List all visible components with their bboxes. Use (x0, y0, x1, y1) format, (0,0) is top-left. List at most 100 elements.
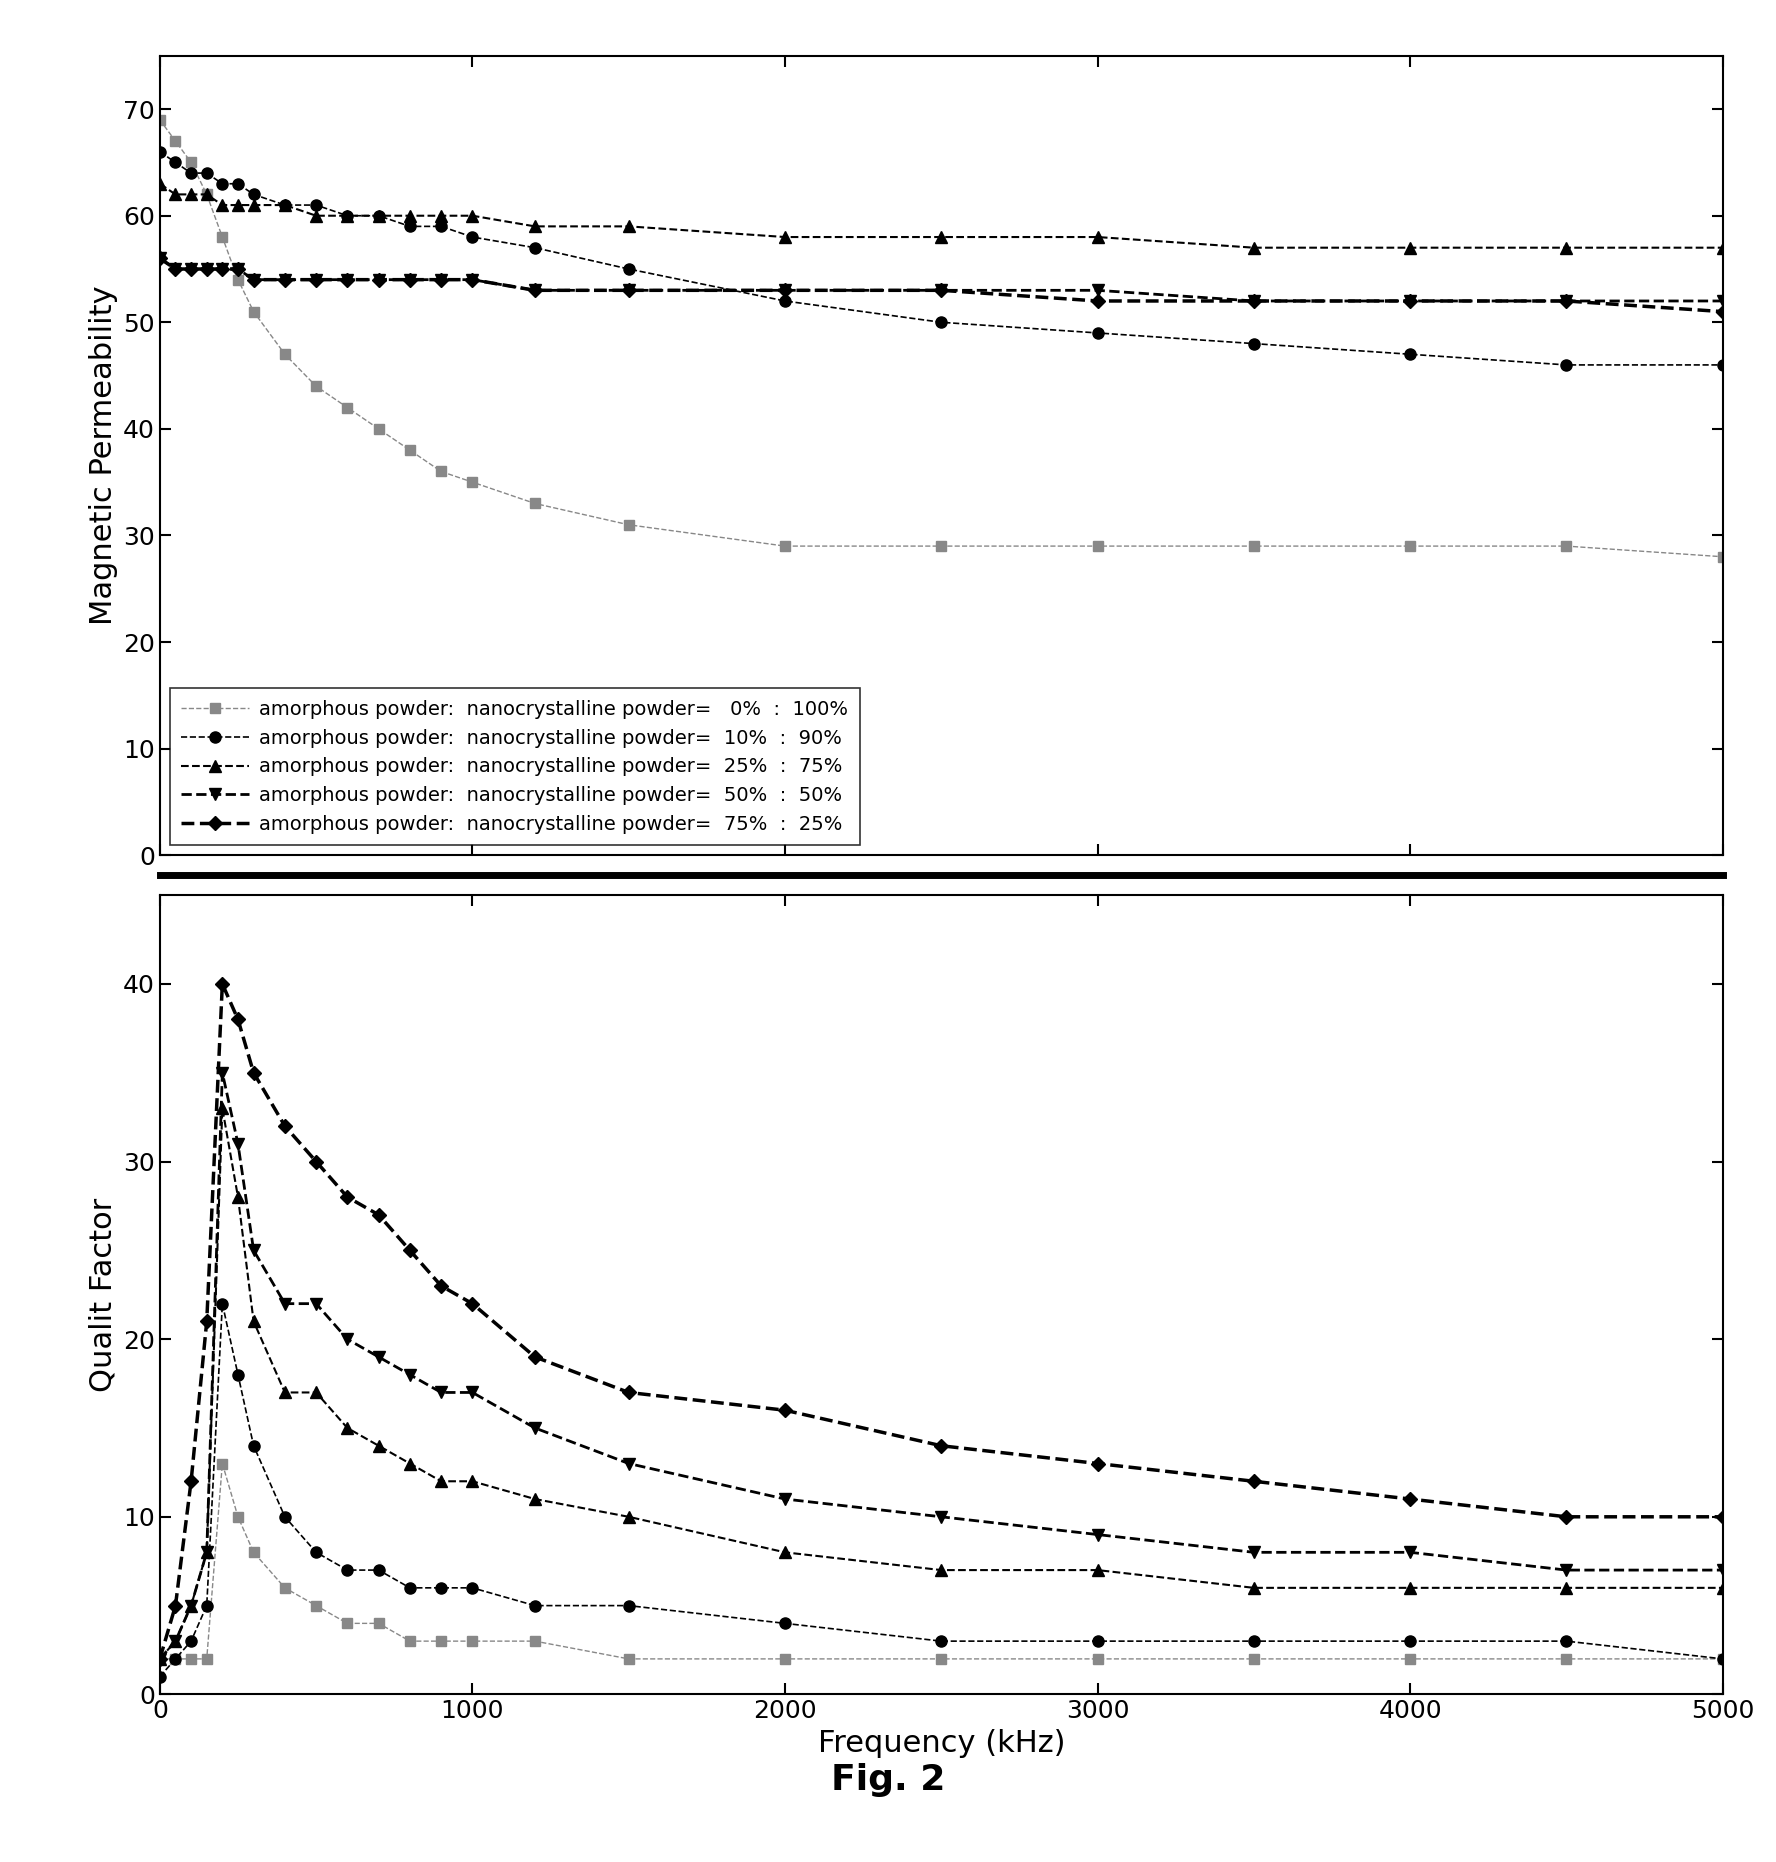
amorphous powder:  nanocrystalline powder=  25%  :  75%: (150, 62): nanocrystalline powder= 25% : 75%: (150,… (195, 182, 217, 205)
amorphous powder:  nanocrystalline powder=  50%  :  50%: (300, 54): nanocrystalline powder= 50% : 50%: (300,… (243, 268, 265, 290)
amorphous powder:  nanocrystalline powder=  75%  :  25%: (0, 56): nanocrystalline powder= 75% : 25%: (0, 5… (149, 248, 170, 270)
amorphous powder:  nanocrystalline powder=  10%  :  90%: (700, 60): nanocrystalline powder= 10% : 90%: (700,… (368, 205, 389, 227)
amorphous powder:  nanocrystalline powder=  75%  :  25%: (800, 54): nanocrystalline powder= 75% : 25%: (800,… (400, 268, 421, 290)
amorphous powder:  nanocrystalline powder=  10%  :  90%: (150, 64): nanocrystalline powder= 10% : 90%: (150,… (195, 162, 217, 184)
amorphous powder:  nanocrystalline powder=  25%  :  75%: (50, 62): nanocrystalline powder= 25% : 75%: (50, … (165, 182, 186, 205)
amorphous powder:  nanocrystalline powder=   0%  :  100%: (1.5e+03, 31): nanocrystalline powder= 0% : 100%: (1.5e… (618, 514, 639, 536)
amorphous powder:  nanocrystalline powder=  10%  :  90%: (250, 63): nanocrystalline powder= 10% : 90%: (250,… (227, 173, 249, 196)
amorphous powder:  nanocrystalline powder=   0%  :  100%: (4e+03, 29): nanocrystalline powder= 0% : 100%: (4e+0… (1399, 534, 1421, 557)
amorphous powder:  nanocrystalline powder=  10%  :  90%: (500, 61): nanocrystalline powder= 10% : 90%: (500,… (305, 194, 327, 216)
amorphous powder:  nanocrystalline powder=  25%  :  75%: (500, 60): nanocrystalline powder= 25% : 75%: (500,… (305, 205, 327, 227)
amorphous powder:  nanocrystalline powder=  25%  :  75%: (1.2e+03, 59): nanocrystalline powder= 25% : 75%: (1.2e… (524, 216, 545, 238)
amorphous powder:  nanocrystalline powder=  50%  :  50%: (200, 55): nanocrystalline powder= 50% : 50%: (200,… (211, 257, 233, 279)
amorphous powder:  nanocrystalline powder=  10%  :  90%: (4e+03, 47): nanocrystalline powder= 10% : 90%: (4e+0… (1399, 343, 1421, 365)
amorphous powder:  nanocrystalline powder=   0%  :  100%: (400, 47): nanocrystalline powder= 0% : 100%: (400,… (274, 343, 295, 365)
Line: amorphous powder:  nanocrystalline powder=  25%  :  75%: amorphous powder: nanocrystalline powder… (155, 179, 1728, 253)
amorphous powder:  nanocrystalline powder=  75%  :  25%: (2e+03, 53): nanocrystalline powder= 75% : 25%: (2e+0… (774, 279, 796, 302)
Y-axis label: Qualit Factor: Qualit Factor (89, 1197, 117, 1393)
amorphous powder:  nanocrystalline powder=  50%  :  50%: (100, 55): nanocrystalline powder= 50% : 50%: (100,… (181, 257, 202, 279)
amorphous powder:  nanocrystalline powder=   0%  :  100%: (250, 54): nanocrystalline powder= 0% : 100%: (250,… (227, 268, 249, 290)
amorphous powder:  nanocrystalline powder=  25%  :  75%: (2.5e+03, 58): nanocrystalline powder= 25% : 75%: (2.5e… (931, 225, 952, 248)
amorphous powder:  nanocrystalline powder=   0%  :  100%: (4.5e+03, 29): nanocrystalline powder= 0% : 100%: (4.5e… (1556, 534, 1577, 557)
amorphous powder:  nanocrystalline powder=  10%  :  90%: (4.5e+03, 46): nanocrystalline powder= 10% : 90%: (4.5e… (1556, 354, 1577, 376)
amorphous powder:  nanocrystalline powder=  10%  :  90%: (2.5e+03, 50): nanocrystalline powder= 10% : 90%: (2.5e… (931, 311, 952, 333)
amorphous powder:  nanocrystalline powder=  75%  :  25%: (3e+03, 52): nanocrystalline powder= 75% : 25%: (3e+0… (1087, 290, 1108, 313)
amorphous powder:  nanocrystalline powder=  10%  :  90%: (800, 59): nanocrystalline powder= 10% : 90%: (800,… (400, 216, 421, 238)
amorphous powder:  nanocrystalline powder=   0%  :  100%: (900, 36): nanocrystalline powder= 0% : 100%: (900,… (430, 460, 451, 482)
amorphous powder:  nanocrystalline powder=  50%  :  50%: (50, 55): nanocrystalline powder= 50% : 50%: (50, … (165, 257, 186, 279)
amorphous powder:  nanocrystalline powder=  50%  :  50%: (400, 54): nanocrystalline powder= 50% : 50%: (400,… (274, 268, 295, 290)
amorphous powder:  nanocrystalline powder=  25%  :  75%: (4e+03, 57): nanocrystalline powder= 25% : 75%: (4e+0… (1399, 236, 1421, 259)
amorphous powder:  nanocrystalline powder=  50%  :  50%: (1e+03, 54): nanocrystalline powder= 50% : 50%: (1e+0… (462, 268, 483, 290)
amorphous powder:  nanocrystalline powder=  25%  :  75%: (5e+03, 57): nanocrystalline powder= 25% : 75%: (5e+0… (1712, 236, 1733, 259)
amorphous powder:  nanocrystalline powder=   0%  :  100%: (5e+03, 28): nanocrystalline powder= 0% : 100%: (5e+0… (1712, 546, 1733, 568)
amorphous powder:  nanocrystalline powder=  50%  :  50%: (4.5e+03, 52): nanocrystalline powder= 50% : 50%: (4.5e… (1556, 290, 1577, 313)
amorphous powder:  nanocrystalline powder=  75%  :  25%: (700, 54): nanocrystalline powder= 75% : 25%: (700,… (368, 268, 389, 290)
amorphous powder:  nanocrystalline powder=   0%  :  100%: (0, 69): nanocrystalline powder= 0% : 100%: (0, 6… (149, 108, 170, 130)
amorphous powder:  nanocrystalline powder=  75%  :  25%: (200, 55): nanocrystalline powder= 75% : 25%: (200,… (211, 257, 233, 279)
amorphous powder:  nanocrystalline powder=  10%  :  90%: (2e+03, 52): nanocrystalline powder= 10% : 90%: (2e+0… (774, 290, 796, 313)
amorphous powder:  nanocrystalline powder=  25%  :  75%: (1.5e+03, 59): nanocrystalline powder= 25% : 75%: (1.5e… (618, 216, 639, 238)
amorphous powder:  nanocrystalline powder=  25%  :  75%: (200, 61): nanocrystalline powder= 25% : 75%: (200,… (211, 194, 233, 216)
amorphous powder:  nanocrystalline powder=   0%  :  100%: (2e+03, 29): nanocrystalline powder= 0% : 100%: (2e+0… (774, 534, 796, 557)
amorphous powder:  nanocrystalline powder=  10%  :  90%: (3e+03, 49): nanocrystalline powder= 10% : 90%: (3e+0… (1087, 322, 1108, 344)
amorphous powder:  nanocrystalline powder=  50%  :  50%: (700, 54): nanocrystalline powder= 50% : 50%: (700,… (368, 268, 389, 290)
amorphous powder:  nanocrystalline powder=  10%  :  90%: (0, 66): nanocrystalline powder= 10% : 90%: (0, 6… (149, 142, 170, 164)
amorphous powder:  nanocrystalline powder=   0%  :  100%: (500, 44): nanocrystalline powder= 0% : 100%: (500,… (305, 374, 327, 397)
amorphous powder:  nanocrystalline powder=  10%  :  90%: (1e+03, 58): nanocrystalline powder= 10% : 90%: (1e+0… (462, 225, 483, 248)
amorphous powder:  nanocrystalline powder=  75%  :  25%: (5e+03, 51): nanocrystalline powder= 75% : 25%: (5e+0… (1712, 300, 1733, 322)
amorphous powder:  nanocrystalline powder=  25%  :  75%: (800, 60): nanocrystalline powder= 25% : 75%: (800,… (400, 205, 421, 227)
amorphous powder:  nanocrystalline powder=  25%  :  75%: (100, 62): nanocrystalline powder= 25% : 75%: (100,… (181, 182, 202, 205)
amorphous powder:  nanocrystalline powder=  75%  :  25%: (4e+03, 52): nanocrystalline powder= 75% : 25%: (4e+0… (1399, 290, 1421, 313)
amorphous powder:  nanocrystalline powder=  10%  :  90%: (5e+03, 46): nanocrystalline powder= 10% : 90%: (5e+0… (1712, 354, 1733, 376)
amorphous powder:  nanocrystalline powder=  25%  :  75%: (3.5e+03, 57): nanocrystalline powder= 25% : 75%: (3.5e… (1243, 236, 1265, 259)
amorphous powder:  nanocrystalline powder=   0%  :  100%: (1.2e+03, 33): nanocrystalline powder= 0% : 100%: (1.2e… (524, 492, 545, 514)
amorphous powder:  nanocrystalline powder=  25%  :  75%: (3e+03, 58): nanocrystalline powder= 25% : 75%: (3e+0… (1087, 225, 1108, 248)
amorphous powder:  nanocrystalline powder=  50%  :  50%: (250, 55): nanocrystalline powder= 50% : 50%: (250,… (227, 257, 249, 279)
amorphous powder:  nanocrystalline powder=   0%  :  100%: (200, 58): nanocrystalline powder= 0% : 100%: (200,… (211, 225, 233, 248)
amorphous powder:  nanocrystalline powder=  75%  :  25%: (2.5e+03, 53): nanocrystalline powder= 75% : 25%: (2.5e… (931, 279, 952, 302)
amorphous powder:  nanocrystalline powder=  10%  :  90%: (1.5e+03, 55): nanocrystalline powder= 10% : 90%: (1.5e… (618, 257, 639, 279)
amorphous powder:  nanocrystalline powder=  75%  :  25%: (150, 55): nanocrystalline powder= 75% : 25%: (150,… (195, 257, 217, 279)
amorphous powder:  nanocrystalline powder=  50%  :  50%: (3e+03, 53): nanocrystalline powder= 50% : 50%: (3e+0… (1087, 279, 1108, 302)
amorphous powder:  nanocrystalline powder=  75%  :  25%: (3.5e+03, 52): nanocrystalline powder= 75% : 25%: (3.5e… (1243, 290, 1265, 313)
amorphous powder:  nanocrystalline powder=   0%  :  100%: (1e+03, 35): nanocrystalline powder= 0% : 100%: (1e+0… (462, 471, 483, 493)
Y-axis label: Magnetic Permeability: Magnetic Permeability (89, 285, 117, 626)
amorphous powder:  nanocrystalline powder=   0%  :  100%: (100, 65): nanocrystalline powder= 0% : 100%: (100,… (181, 151, 202, 173)
amorphous powder:  nanocrystalline powder=  50%  :  50%: (3.5e+03, 52): nanocrystalline powder= 50% : 50%: (3.5e… (1243, 290, 1265, 313)
amorphous powder:  nanocrystalline powder=  25%  :  75%: (2e+03, 58): nanocrystalline powder= 25% : 75%: (2e+0… (774, 225, 796, 248)
Legend: amorphous powder:  nanocrystalline powder=   0%  :  100%, amorphous powder:  nan: amorphous powder: nanocrystalline powder… (169, 689, 860, 845)
amorphous powder:  nanocrystalline powder=  25%  :  75%: (700, 60): nanocrystalline powder= 25% : 75%: (700,… (368, 205, 389, 227)
amorphous powder:  nanocrystalline powder=   0%  :  100%: (3e+03, 29): nanocrystalline powder= 0% : 100%: (3e+0… (1087, 534, 1108, 557)
amorphous powder:  nanocrystalline powder=  75%  :  25%: (250, 55): nanocrystalline powder= 75% : 25%: (250,… (227, 257, 249, 279)
amorphous powder:  nanocrystalline powder=  75%  :  25%: (900, 54): nanocrystalline powder= 75% : 25%: (900,… (430, 268, 451, 290)
amorphous powder:  nanocrystalline powder=   0%  :  100%: (700, 40): nanocrystalline powder= 0% : 100%: (700,… (368, 417, 389, 439)
amorphous powder:  nanocrystalline powder=  50%  :  50%: (900, 54): nanocrystalline powder= 50% : 50%: (900,… (430, 268, 451, 290)
Text: Fig. 2: Fig. 2 (831, 1763, 945, 1797)
amorphous powder:  nanocrystalline powder=  25%  :  75%: (400, 61): nanocrystalline powder= 25% : 75%: (400,… (274, 194, 295, 216)
amorphous powder:  nanocrystalline powder=  50%  :  50%: (1.5e+03, 53): nanocrystalline powder= 50% : 50%: (1.5e… (618, 279, 639, 302)
amorphous powder:  nanocrystalline powder=  10%  :  90%: (50, 65): nanocrystalline powder= 10% : 90%: (50, … (165, 151, 186, 173)
amorphous powder:  nanocrystalline powder=  75%  :  25%: (50, 55): nanocrystalline powder= 75% : 25%: (50, … (165, 257, 186, 279)
amorphous powder:  nanocrystalline powder=  50%  :  50%: (500, 54): nanocrystalline powder= 50% : 50%: (500,… (305, 268, 327, 290)
amorphous powder:  nanocrystalline powder=  25%  :  75%: (250, 61): nanocrystalline powder= 25% : 75%: (250,… (227, 194, 249, 216)
amorphous powder:  nanocrystalline powder=   0%  :  100%: (600, 42): nanocrystalline powder= 0% : 100%: (600,… (337, 397, 359, 419)
amorphous powder:  nanocrystalline powder=   0%  :  100%: (3.5e+03, 29): nanocrystalline powder= 0% : 100%: (3.5e… (1243, 534, 1265, 557)
amorphous powder:  nanocrystalline powder=  75%  :  25%: (1.5e+03, 53): nanocrystalline powder= 75% : 25%: (1.5e… (618, 279, 639, 302)
amorphous powder:  nanocrystalline powder=  75%  :  25%: (1e+03, 54): nanocrystalline powder= 75% : 25%: (1e+0… (462, 268, 483, 290)
amorphous powder:  nanocrystalline powder=  50%  :  50%: (1.2e+03, 53): nanocrystalline powder= 50% : 50%: (1.2e… (524, 279, 545, 302)
amorphous powder:  nanocrystalline powder=  10%  :  90%: (300, 62): nanocrystalline powder= 10% : 90%: (300,… (243, 182, 265, 205)
amorphous powder:  nanocrystalline powder=  50%  :  50%: (800, 54): nanocrystalline powder= 50% : 50%: (800,… (400, 268, 421, 290)
amorphous powder:  nanocrystalline powder=  50%  :  50%: (2e+03, 53): nanocrystalline powder= 50% : 50%: (2e+0… (774, 279, 796, 302)
amorphous powder:  nanocrystalline powder=   0%  :  100%: (800, 38): nanocrystalline powder= 0% : 100%: (800,… (400, 439, 421, 462)
amorphous powder:  nanocrystalline powder=  25%  :  75%: (4.5e+03, 57): nanocrystalline powder= 25% : 75%: (4.5e… (1556, 236, 1577, 259)
X-axis label: Frequency (kHz): Frequency (kHz) (817, 1728, 1066, 1758)
amorphous powder:  nanocrystalline powder=  50%  :  50%: (600, 54): nanocrystalline powder= 50% : 50%: (600,… (337, 268, 359, 290)
amorphous powder:  nanocrystalline powder=   0%  :  100%: (50, 67): nanocrystalline powder= 0% : 100%: (50, … (165, 130, 186, 153)
amorphous powder:  nanocrystalline powder=  75%  :  25%: (400, 54): nanocrystalline powder= 75% : 25%: (400,… (274, 268, 295, 290)
amorphous powder:  nanocrystalline powder=  10%  :  90%: (600, 60): nanocrystalline powder= 10% : 90%: (600,… (337, 205, 359, 227)
amorphous powder:  nanocrystalline powder=  50%  :  50%: (2.5e+03, 53): nanocrystalline powder= 50% : 50%: (2.5e… (931, 279, 952, 302)
amorphous powder:  nanocrystalline powder=  10%  :  90%: (100, 64): nanocrystalline powder= 10% : 90%: (100,… (181, 162, 202, 184)
Line: amorphous powder:  nanocrystalline powder=  10%  :  90%: amorphous powder: nanocrystalline powder… (155, 147, 1728, 371)
amorphous powder:  nanocrystalline powder=  10%  :  90%: (200, 63): nanocrystalline powder= 10% : 90%: (200,… (211, 173, 233, 196)
